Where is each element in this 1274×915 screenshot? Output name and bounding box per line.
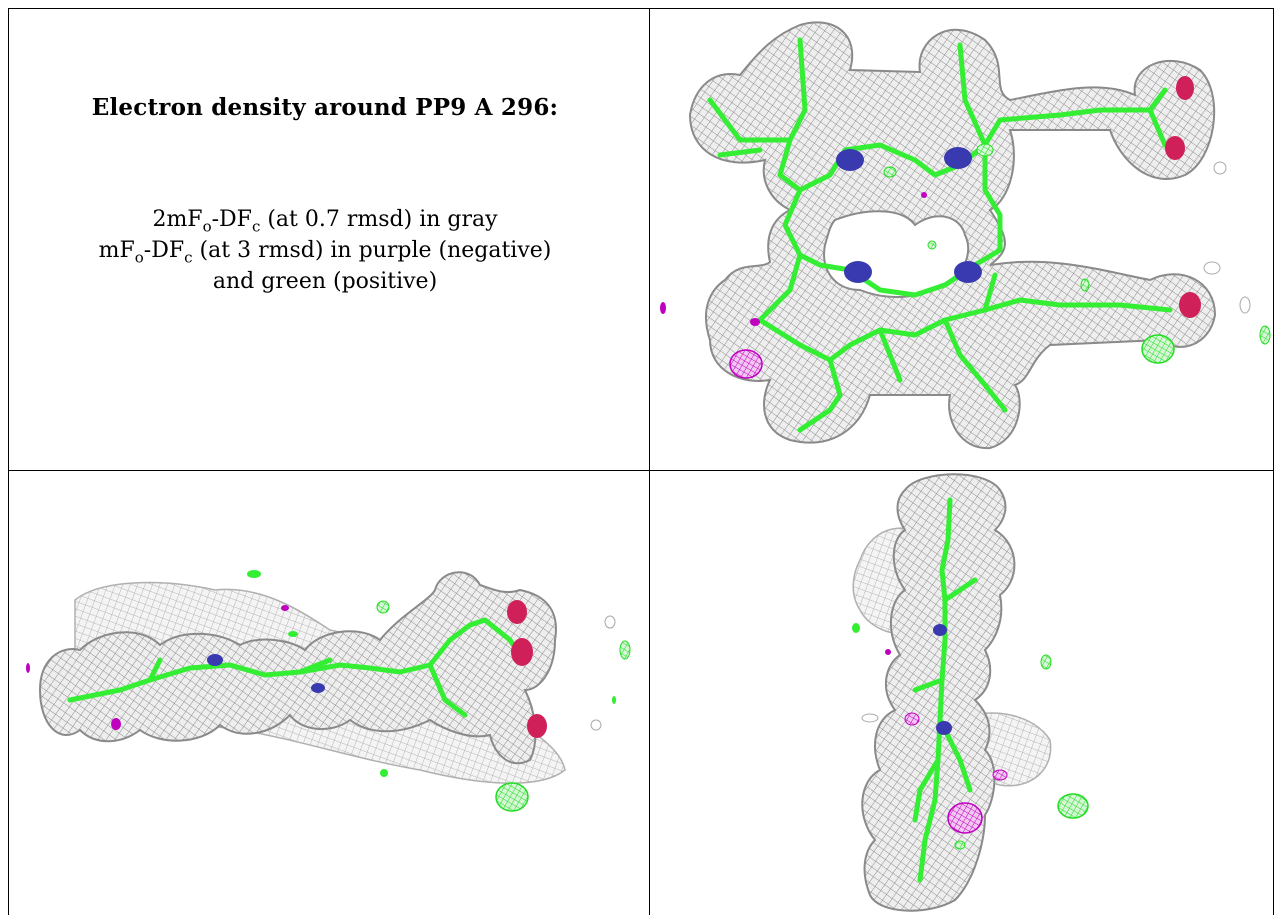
front-difference-peaks: [660, 143, 1271, 379]
side-density-envelope: [38, 571, 557, 765]
side-nitrogens: [207, 654, 325, 693]
side-difference-peaks: [26, 570, 631, 812]
front-density-envelope: [688, 21, 1217, 450]
legend-line-mfo: mFo-DFc (at 3 rmsd) in purple (negative): [98, 238, 552, 267]
top-border: [8, 8, 1274, 9]
end-nitrogens: [933, 624, 952, 735]
end-difference-peaks: [852, 623, 1089, 850]
front-nitrogens: [836, 147, 982, 283]
left-border: [8, 8, 9, 915]
side-view: [26, 570, 631, 812]
middle-border: [8, 470, 1274, 471]
center-border: [649, 8, 650, 915]
end-view: [852, 473, 1089, 912]
side-bonds: [67, 617, 523, 718]
legend-text: 2mFo-DFc (at 0.7 rmsd) in gray mFo-DFc (…: [0, 204, 650, 297]
front-oxygens: [1165, 76, 1201, 318]
end-density-envelope: [861, 473, 1016, 912]
front-view: [660, 21, 1271, 450]
front-bonds: [707, 37, 1173, 433]
legend-line-positive: and green (positive): [212, 269, 438, 294]
legend-line-2mfo: 2mFo-DFc (at 0.7 rmsd) in gray: [152, 207, 498, 236]
end-bonds: [912, 497, 978, 883]
figure-title: Electron density around PP9 A 296:: [91, 94, 559, 121]
side-oxygens: [507, 600, 547, 738]
